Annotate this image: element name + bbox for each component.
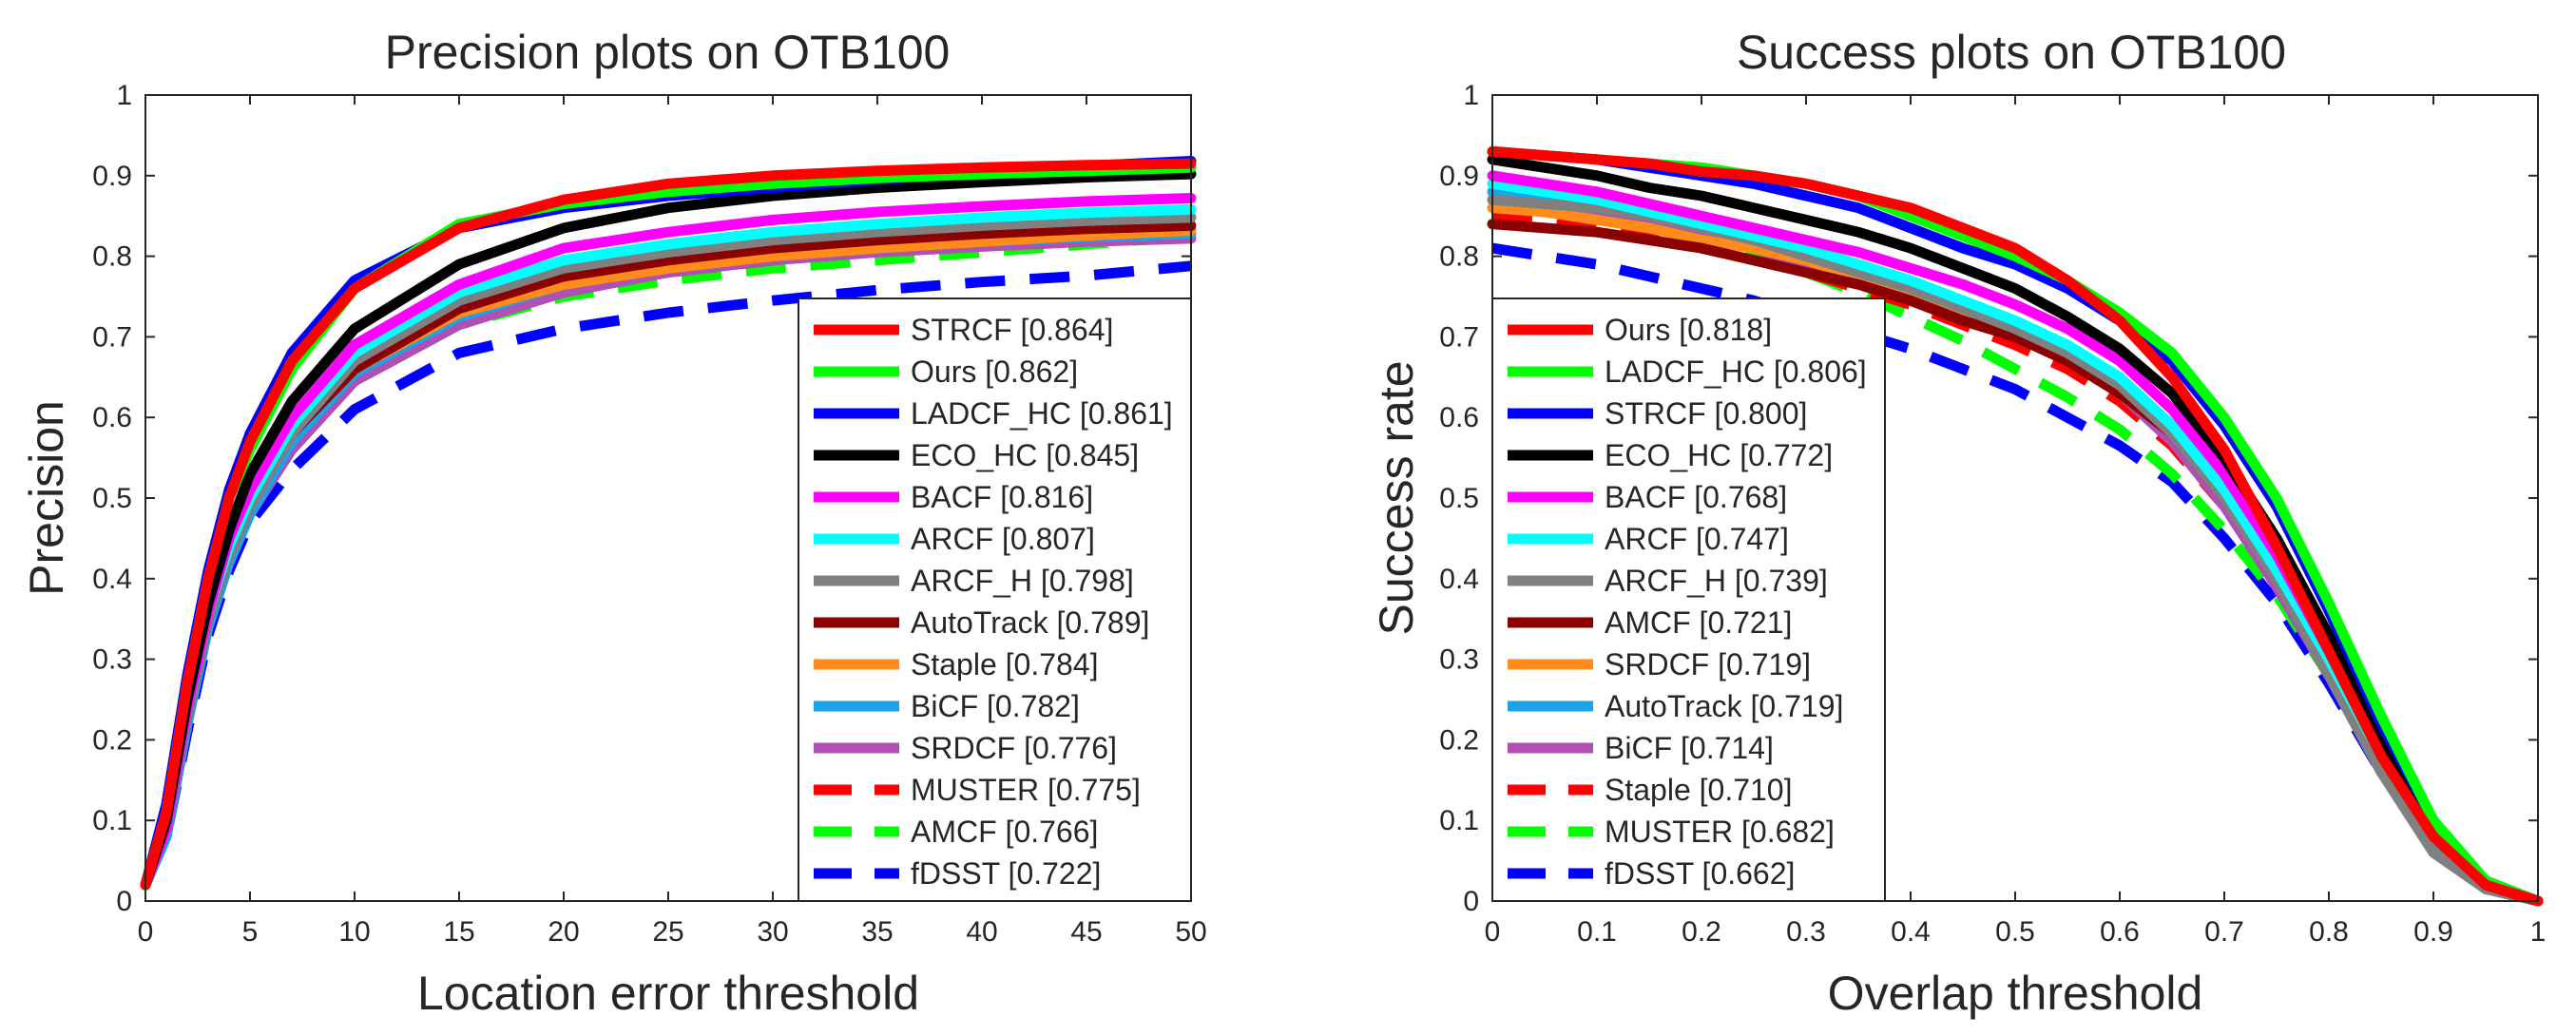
success-legend-label: AutoTrack [0.719] xyxy=(1605,689,1843,723)
precision-x-tick-label: 40 xyxy=(966,916,997,948)
precision-legend-box xyxy=(798,297,1192,902)
success-legend-label: LADCF_HC [0.806] xyxy=(1605,355,1867,389)
precision-legend-label: AMCF [0.766] xyxy=(911,815,1098,849)
precision-x-tick-label: 45 xyxy=(1070,916,1102,948)
precision-y-tick-label: 0.8 xyxy=(92,241,132,273)
precision-x-tick-label: 0 xyxy=(138,916,154,948)
success-y-tick-label: 0.3 xyxy=(1439,644,1479,676)
success-y-tick-label: 0.5 xyxy=(1439,483,1479,514)
precision-y-tick-label: 0.1 xyxy=(92,805,132,836)
success-legend-label: ARCF_H [0.739] xyxy=(1605,564,1828,598)
success-x-axis-label: Overlap threshold xyxy=(1828,967,2203,1020)
success-x-tick-label: 0.2 xyxy=(1682,916,1721,948)
success-y-tick-label: 1 xyxy=(1463,80,1479,111)
success-legend-label: AMCF [0.721] xyxy=(1605,605,1792,640)
precision-x-tick-label: 5 xyxy=(242,916,259,948)
success-y-tick-label: 0.8 xyxy=(1439,241,1479,273)
success-legend-label: ECO_HC [0.772] xyxy=(1605,438,1833,472)
success-chart-title: Success plots on OTB100 xyxy=(1737,26,2286,79)
success-legend-label: MUSTER [0.682] xyxy=(1605,815,1835,849)
success-y-tick-label: 0.4 xyxy=(1439,564,1479,595)
success-series-line-ours xyxy=(1487,145,2544,907)
precision-y-tick-label: 1 xyxy=(116,80,132,111)
success-x-tick-label: 0.3 xyxy=(1786,916,1826,948)
success-series-line-eco-hc xyxy=(1487,154,2544,907)
success-legend: Ours [0.818] LADCF_HC [0.806] STRCF [0.800… xyxy=(1491,297,1886,902)
success-legend-label: BACF [0.768] xyxy=(1605,480,1787,514)
precision-legend-label: AutoTrack [0.789] xyxy=(911,605,1149,640)
success-legend-label: Staple [0.710] xyxy=(1605,773,1792,807)
precision-chart-title: Precision plots on OTB100 xyxy=(385,26,951,79)
success-x-tick-label: 0.9 xyxy=(2413,916,2453,948)
precision-legend-label: BiCF [0.782] xyxy=(911,689,1080,723)
precision-y-tick-label: 0.2 xyxy=(92,724,132,756)
success-y-tick-label: 0.6 xyxy=(1439,402,1479,433)
success-legend-label: fDSST [0.662] xyxy=(1605,856,1795,891)
success-y-tick-label: 0.7 xyxy=(1439,321,1479,353)
precision-legend-label: STRCF [0.864] xyxy=(911,313,1113,347)
precision-x-tick-label: 35 xyxy=(861,916,893,948)
success-legend-label: SRDCF [0.719] xyxy=(1605,647,1811,681)
precision-legend-label: Staple [0.784] xyxy=(911,647,1098,681)
precision-y-tick-label: 0 xyxy=(116,886,132,917)
success-chart: Success plots on OTB100 0 0.1 0.2 0.3 0.4 0.5… xyxy=(1370,26,2546,1020)
precision-y-tick-label: 0.9 xyxy=(92,161,132,192)
success-legend-label: Ours [0.818] xyxy=(1605,313,1772,347)
precision-x-axis-label: Location error threshold xyxy=(417,967,919,1020)
precision-y-axis-label: Precision xyxy=(20,400,73,596)
success-x-tick-label: 0.6 xyxy=(2100,916,2140,948)
success-y-tick-label: 0.1 xyxy=(1439,805,1479,836)
success-legend-box xyxy=(1491,297,1886,902)
precision-legend-label: fDSST [0.722] xyxy=(911,856,1101,891)
precision-y-tick-label: 0.4 xyxy=(92,564,132,595)
success-y-tick-label: 0 xyxy=(1463,886,1479,917)
success-legend-label: STRCF [0.800] xyxy=(1605,396,1807,431)
precision-legend-label: BACF [0.816] xyxy=(911,480,1093,514)
precision-x-tick-label: 10 xyxy=(338,916,370,948)
precision-legend-label: ECO_HC [0.845] xyxy=(911,438,1139,472)
precision-legend-label: LADCF_HC [0.861] xyxy=(911,396,1173,431)
precision-y-tick-label: 0.7 xyxy=(92,321,132,353)
success-x-tick-label: 0.8 xyxy=(2309,916,2349,948)
precision-y-tick-label: 0.6 xyxy=(92,402,132,433)
success-x-tick-label: 0 xyxy=(1485,916,1501,948)
precision-legend: STRCF [0.864] Ours [0.862] LADCF_HC [0.861… xyxy=(798,297,1192,902)
success-x-tick-label: 0.4 xyxy=(1891,916,1931,948)
precision-legend-label: Ours [0.862] xyxy=(911,355,1078,389)
precision-chart: Precision plots on OTB100 0 5 10 15 20 25 30 35… xyxy=(20,26,1207,1020)
success-legend-label: BiCF [0.714] xyxy=(1605,731,1774,765)
precision-x-tick-label: 20 xyxy=(548,916,579,948)
precision-legend-label: ARCF_H [0.798] xyxy=(911,564,1134,598)
success-y-tick-label: 0.2 xyxy=(1439,724,1479,756)
precision-y-tick-label: 0.3 xyxy=(92,644,132,676)
precision-y-tick-label: 0.5 xyxy=(92,483,132,514)
precision-series-line-strcf xyxy=(140,158,1197,891)
precision-x-tick-label: 15 xyxy=(443,916,474,948)
precision-legend-label: MUSTER [0.775] xyxy=(911,773,1141,807)
precision-x-tick-label: 25 xyxy=(652,916,683,948)
success-x-tick-label: 0.7 xyxy=(2204,916,2244,948)
success-legend-label: ARCF [0.747] xyxy=(1605,522,1789,556)
success-x-tick-label: 0.1 xyxy=(1577,916,1617,948)
precision-legend-label: SRDCF [0.776] xyxy=(911,731,1117,765)
success-y-tick-label: 0.9 xyxy=(1439,161,1479,192)
precision-x-tick-label: 50 xyxy=(1175,916,1206,948)
success-x-tick-label: 0.5 xyxy=(1995,916,2035,948)
precision-x-tick-label: 30 xyxy=(757,916,788,948)
precision-legend-label: ARCF [0.807] xyxy=(911,522,1095,556)
success-y-axis-label: Success rate xyxy=(1370,360,1423,635)
success-x-tick-label: 1 xyxy=(2530,916,2547,948)
